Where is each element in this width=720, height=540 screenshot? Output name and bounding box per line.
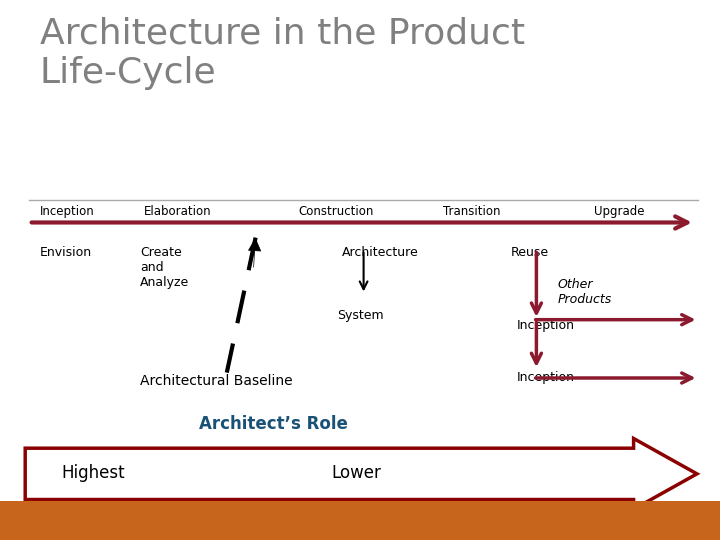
Text: Lower: Lower bbox=[331, 463, 381, 482]
Text: Inception: Inception bbox=[517, 372, 575, 384]
Text: Architectural Baseline: Architectural Baseline bbox=[140, 374, 292, 388]
Text: Inception: Inception bbox=[517, 319, 575, 332]
Text: Construction: Construction bbox=[299, 205, 374, 218]
Text: Envision: Envision bbox=[40, 246, 91, 259]
Text: Upgrade: Upgrade bbox=[594, 205, 644, 218]
Text: System: System bbox=[337, 309, 383, 322]
Text: Inception: Inception bbox=[40, 205, 94, 218]
Polygon shape bbox=[25, 438, 697, 509]
Text: Create
and
Analyze: Create and Analyze bbox=[140, 246, 189, 289]
Text: Elaboration: Elaboration bbox=[144, 205, 212, 218]
Text: Transition: Transition bbox=[443, 205, 500, 218]
Text: Other
Products: Other Products bbox=[558, 278, 612, 306]
Text: Architect’s Role: Architect’s Role bbox=[199, 415, 348, 433]
Text: Architecture in the Product
Life-Cycle: Architecture in the Product Life-Cycle bbox=[40, 16, 525, 90]
Text: Reuse: Reuse bbox=[511, 246, 549, 259]
Text: Highest: Highest bbox=[61, 463, 125, 482]
Bar bbox=[0, 501, 720, 540]
Text: Architecture: Architecture bbox=[342, 246, 419, 259]
